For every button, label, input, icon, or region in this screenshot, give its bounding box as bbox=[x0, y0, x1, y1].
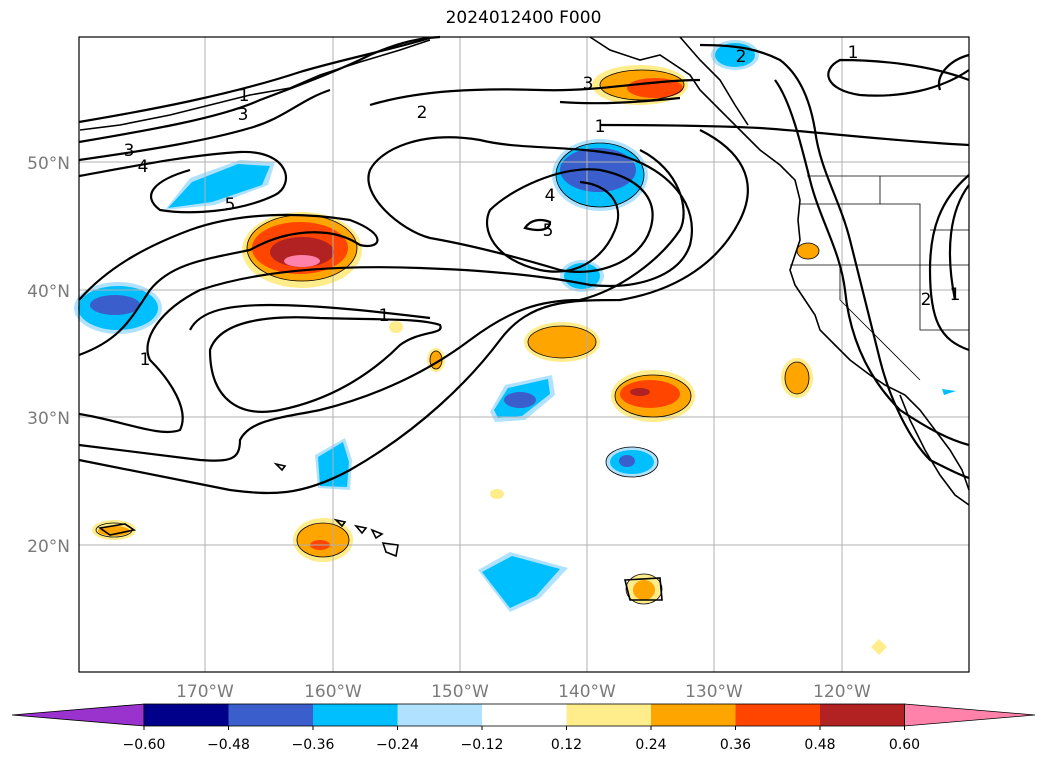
anomaly-negative bbox=[168, 164, 270, 208]
anomaly-negative bbox=[619, 455, 635, 467]
colorbar-tick-label: 0.60 bbox=[889, 737, 920, 753]
colorbar-segment bbox=[566, 704, 651, 726]
contour-label: 2 bbox=[921, 290, 932, 310]
longitude-labels: 170°W 160°W 150°W 140°W 130°W 120°W bbox=[176, 682, 871, 702]
colorbar-tick-label: −0.12 bbox=[461, 737, 504, 753]
contour-labels: 1 3 3 4 5 2 3 1 4 5 1 1 2 1 1 2 bbox=[124, 43, 961, 370]
colorbar: −0.60 −0.48 −0.36 −0.24 −0.12 0.12 0.24 … bbox=[11, 703, 1036, 753]
us-state-borders bbox=[790, 175, 969, 381]
anomaly-positive bbox=[797, 243, 819, 259]
anomaly-positive bbox=[98, 526, 130, 536]
map-title: 2024012400 F000 bbox=[445, 8, 602, 28]
contour-label: 1 bbox=[140, 350, 151, 370]
colorbar-segment bbox=[313, 704, 398, 726]
colorbar-segment bbox=[397, 704, 482, 726]
contour-label: 4 bbox=[138, 157, 149, 177]
anomaly-negative bbox=[942, 389, 956, 395]
colorbar-border bbox=[143, 703, 905, 727]
colorbar-tick-label: 0.12 bbox=[551, 737, 582, 753]
contour-label: 3 bbox=[583, 74, 594, 94]
anomaly-positive bbox=[633, 580, 655, 600]
filled-anomalies bbox=[74, 40, 956, 655]
contour-label: 1 bbox=[595, 117, 606, 137]
contour-label: 1 bbox=[950, 285, 961, 305]
lat-label: 20°N bbox=[27, 537, 70, 557]
contour-label: 1 bbox=[379, 306, 390, 326]
anomaly-positive bbox=[871, 639, 887, 655]
contour-label: 1 bbox=[848, 43, 859, 63]
colorbar-segment bbox=[735, 704, 820, 726]
colorbar-extend-high bbox=[904, 703, 1036, 727]
anomaly-negative bbox=[482, 556, 560, 608]
colorbar-extend-low bbox=[11, 703, 145, 727]
anomaly-positive bbox=[297, 523, 349, 557]
lon-label: 150°W bbox=[431, 682, 489, 702]
map-frame bbox=[78, 36, 970, 673]
anomaly-negative bbox=[90, 295, 140, 315]
colorbar-tick-label: −0.36 bbox=[292, 737, 335, 753]
lon-label: 160°W bbox=[304, 682, 362, 702]
contour-label: 5 bbox=[543, 221, 554, 241]
contour-label: 4 bbox=[545, 186, 556, 206]
coastlines bbox=[79, 36, 970, 506]
anomaly-positive bbox=[389, 321, 403, 333]
colorbar-segment bbox=[144, 704, 229, 726]
colorbar-tick-label: 0.24 bbox=[635, 737, 666, 753]
anomaly-positive bbox=[528, 326, 596, 358]
contour-label: 2 bbox=[417, 103, 428, 123]
islands bbox=[97, 462, 663, 601]
lon-label: 130°W bbox=[685, 682, 743, 702]
contour-label: 3 bbox=[124, 141, 135, 161]
lat-label: 50°N bbox=[27, 154, 70, 174]
contour-label: 3 bbox=[238, 105, 249, 125]
contour-label: 1 bbox=[239, 86, 250, 106]
contour-label: 2 bbox=[736, 47, 747, 67]
anomaly-negative bbox=[504, 392, 536, 408]
colorbar-tick-label: −0.48 bbox=[207, 737, 250, 753]
lon-label: 140°W bbox=[558, 682, 616, 702]
colorbar-segment bbox=[820, 704, 905, 726]
colorbar-tick-label: 0.48 bbox=[804, 737, 835, 753]
anomaly-outlines bbox=[95, 69, 820, 605]
colorbar-tick-label: 0.36 bbox=[720, 737, 751, 753]
anomaly-positive bbox=[630, 388, 650, 396]
lat-label: 40°N bbox=[27, 282, 70, 302]
colorbar-segment bbox=[228, 704, 313, 726]
lat-label: 30°N bbox=[27, 409, 70, 429]
contours bbox=[78, 35, 970, 495]
colorbar-tick-label: −0.60 bbox=[123, 737, 166, 753]
graticule bbox=[79, 37, 969, 672]
lon-label: 170°W bbox=[176, 682, 234, 702]
colorbar-segment bbox=[482, 704, 567, 726]
contour-label: 5 bbox=[225, 195, 236, 215]
anomaly-positive bbox=[785, 362, 809, 394]
latitude-labels: 50°N 40°N 30°N 20°N bbox=[27, 154, 70, 557]
colorbar-tick-label: −0.24 bbox=[376, 737, 419, 753]
anomaly-positive bbox=[284, 255, 320, 267]
colorbar-segment bbox=[651, 704, 736, 726]
anomaly-positive bbox=[620, 380, 680, 408]
anomaly-positive bbox=[490, 489, 504, 499]
lon-label: 120°W bbox=[813, 682, 871, 702]
